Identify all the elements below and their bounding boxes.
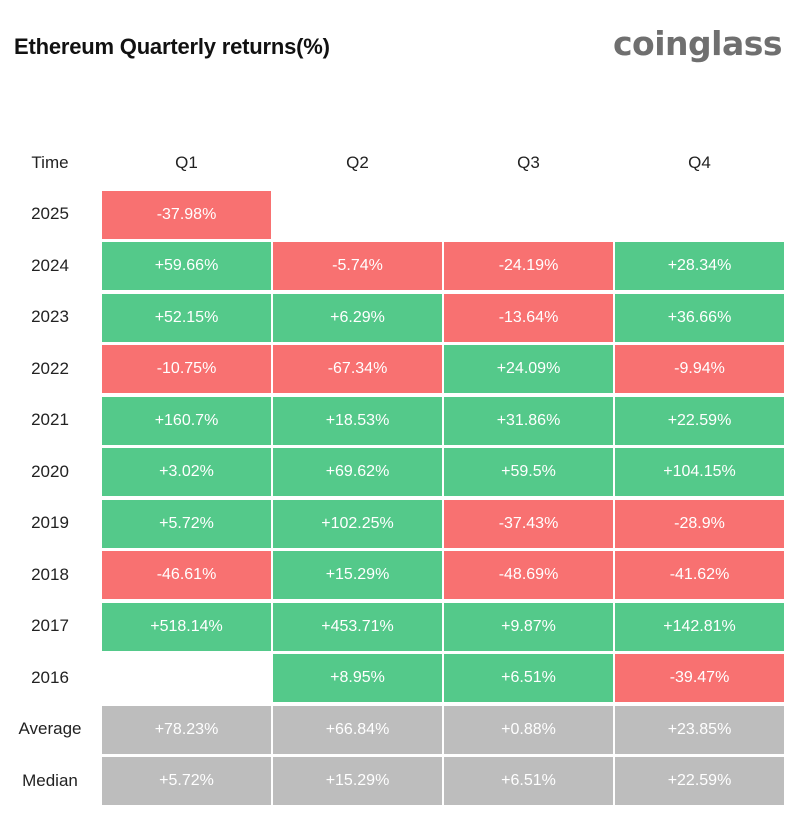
column-header-q1: Q1 [175,153,198,172]
table-row: 2018 -46.61% +15.29% -48.69% -41.62% [0,549,786,601]
year-label: 2023 [31,307,69,327]
return-cell: +22.59% [615,396,784,445]
table-header-row: Time Q1 Q2 Q3 Q4 [0,137,786,189]
return-cell: +8.95% [273,654,442,702]
brand-logo: coinglass [612,24,783,63]
returns-table: Time Q1 Q2 Q3 Q4 2025 -37.98% 2024 +59.66% -5.74%… [0,137,786,807]
return-cell: +69.62% [273,448,442,496]
return-cell: -41.62% [615,551,784,599]
summary-cell: +23.85% [615,705,784,754]
return-cell: +5.72% [102,499,271,548]
return-cell: -13.64% [444,293,613,342]
return-cell: +52.15% [102,293,271,342]
return-cell: -28.9% [615,499,784,548]
year-label: 2020 [31,461,69,481]
summary-cell: +5.72% [102,757,271,805]
return-cell [615,191,784,239]
summary-cell: +0.88% [444,705,613,754]
return-cell: +31.86% [444,396,613,445]
return-cell: -5.74% [273,242,442,290]
year-label: 2018 [31,564,69,584]
year-label: 2022 [31,358,69,378]
summary-label: Median [22,770,78,790]
summary-cell: +6.51% [444,757,613,805]
return-cell: +104.15% [615,448,784,496]
return-cell: -46.61% [102,551,271,599]
table-row: 2025 -37.98% [0,189,786,241]
summary-cell: +66.84% [273,705,442,754]
year-label: 2016 [31,667,69,687]
return-cell: -9.94% [615,345,784,393]
return-cell: +453.71% [273,602,442,651]
row-header-label: Time [31,152,69,172]
return-cell: +3.02% [102,448,271,496]
table-row: 2019 +5.72% +102.25% -37.43% -28.9% [0,498,786,550]
return-cell: -48.69% [444,551,613,599]
return-cell: +59.66% [102,242,271,290]
return-cell: +142.81% [615,602,784,651]
summary-row: Average +78.23% +66.84% +0.88% +23.85% [0,704,786,756]
year-label: 2021 [31,410,69,430]
return-cell: -67.34% [273,345,442,393]
return-cell: -10.75% [102,345,271,393]
summary-label: Average [18,719,82,739]
chart-title: Ethereum Quarterly returns(%) [14,34,330,59]
year-label: 2019 [31,513,69,533]
return-cell: +9.87% [444,602,613,651]
table-row: 2020 +3.02% +69.62% +59.5% +104.15% [0,446,786,498]
table-row: 2016 +8.95% +6.51% -39.47% [0,652,786,704]
summary-row: Median +5.72% +15.29% +6.51% +22.59% [0,755,786,807]
return-cell: +15.29% [273,551,442,599]
column-header-q3: Q3 [517,153,540,172]
column-header-q4: Q4 [688,153,711,172]
return-cell: +28.34% [615,242,784,290]
return-cell: +59.5% [444,448,613,496]
return-cell: -37.98% [102,190,271,239]
summary-cell: +22.59% [615,757,784,805]
year-label: 2024 [31,255,69,275]
column-header-q2: Q2 [346,153,369,172]
table-row: 2022 -10.75% -67.34% +24.09% -9.94% [0,343,786,395]
return-cell [102,654,271,702]
return-cell: +24.09% [444,345,613,393]
return-cell [444,191,613,239]
return-cell: +518.14% [102,602,271,651]
return-cell: -37.43% [444,499,613,548]
return-cell: +6.51% [444,654,613,702]
return-cell: -24.19% [444,242,613,290]
return-cell: +160.7% [102,396,271,445]
return-cell: -39.47% [615,654,784,702]
summary-cell: +15.29% [273,757,442,805]
table-row: 2017 +518.14% +453.71% +9.87% +142.81% [0,601,786,653]
table-row: 2024 +59.66% -5.74% -24.19% +28.34% [0,240,786,292]
return-cell [273,191,442,239]
year-label: 2025 [31,204,69,224]
year-label: 2017 [31,616,69,636]
return-cell: +36.66% [615,293,784,342]
table-row: 2023 +52.15% +6.29% -13.64% +36.66% [0,292,786,344]
return-cell: +6.29% [273,293,442,342]
table-row: 2021 +160.7% +18.53% +31.86% +22.59% [0,395,786,447]
return-cell: +18.53% [273,396,442,445]
return-cell: +102.25% [273,499,442,548]
summary-cell: +78.23% [102,705,271,754]
